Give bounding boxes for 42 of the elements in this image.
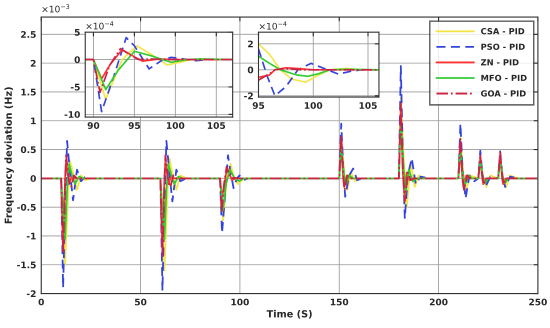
x-tick-label: 90	[88, 122, 100, 129]
y-tick-label: -2	[26, 290, 36, 297]
x-tick-label: 50	[134, 298, 146, 306]
legend-label: PSO - PID	[481, 44, 525, 50]
legend-label: MFO - PID	[481, 74, 527, 82]
y-tick-label: -1.5	[17, 262, 36, 268]
y-tick-label: 0.5	[20, 146, 36, 154]
line-series	[258, 55, 379, 78]
legend-label: CSA - PID	[481, 28, 524, 34]
y-tick-label: -1	[26, 232, 36, 240]
x-tick-label: 100	[166, 122, 184, 129]
y-tick-label: 2	[30, 60, 36, 67]
y-tick-label: -2	[244, 92, 253, 100]
annotation: ×10$^{−4}$	[86, 21, 114, 30]
x-axis-title: Time (S)	[266, 310, 312, 319]
y-axis-title: Frequency deviation (Hz)	[4, 87, 14, 224]
line-series	[258, 68, 379, 82]
x-tick-label: 100	[304, 102, 322, 109]
x-tick-label: 105	[208, 122, 226, 129]
x-tick-label: 0	[38, 298, 44, 306]
legend-label: ZN - PID	[480, 59, 519, 66]
x-tick-label: 150	[330, 298, 348, 306]
x-tick-label: 95	[252, 102, 264, 109]
y-tick-label: -10	[64, 111, 80, 118]
text: ×10$^{−3}$	[42, 4, 70, 12]
y-tick-label: 0	[74, 56, 80, 64]
y-tick-label: 5	[74, 28, 80, 36]
legend-label: GOA - PID	[481, 90, 526, 97]
y-tick-label: 0	[248, 66, 254, 74]
y-tick-label: 2	[248, 40, 253, 48]
y-tick-label: -5	[70, 84, 80, 91]
x-tick-label: 100	[232, 298, 249, 306]
y-tick-label: 2.5	[21, 31, 36, 38]
x-tick-label: 95	[128, 122, 140, 129]
y-tick-label: 1	[31, 118, 36, 124]
x-tick-label: 250	[529, 298, 547, 306]
annotation: ×10$^{−4}$	[260, 21, 287, 30]
x-tick-label: 200	[430, 298, 448, 306]
x-tick-label: 105	[360, 102, 377, 109]
y-tick-label: 1.5	[21, 88, 36, 96]
y-tick-label: -0.5	[17, 204, 36, 211]
y-tick-label: 0	[30, 175, 36, 182]
